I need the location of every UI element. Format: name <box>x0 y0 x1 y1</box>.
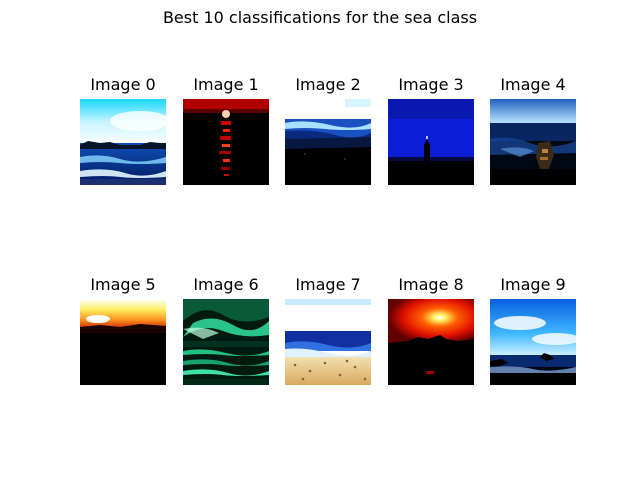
image-panel-6: Image 6 <box>183 275 269 387</box>
image-panel-1: Image 1 <box>183 75 269 187</box>
image-thumbnail <box>388 99 474 185</box>
image-thumbnail <box>183 299 269 385</box>
image-panel-3: Image 3 <box>388 75 474 187</box>
image-panel-8: Image 8 <box>388 275 474 387</box>
image-thumbnail <box>285 99 371 185</box>
image-title: Image 1 <box>193 75 259 94</box>
image-panel-7: Image 7 <box>285 275 371 387</box>
image-panel-9: Image 9 <box>490 275 576 387</box>
figure-title: Best 10 classifications for the sea clas… <box>162 8 478 27</box>
image-title: Image 9 <box>500 275 566 294</box>
image-title: Image 3 <box>398 75 464 94</box>
image-thumbnail <box>388 299 474 385</box>
image-title: Image 4 <box>500 75 566 94</box>
image-thumbnail <box>80 99 166 185</box>
image-panel-2: Image 2 <box>285 75 371 187</box>
image-thumbnail <box>80 299 166 385</box>
image-panel-0: Image 0 <box>80 75 166 187</box>
image-title: Image 8 <box>398 275 464 294</box>
image-title: Image 6 <box>193 275 259 294</box>
image-thumbnail <box>183 99 269 185</box>
image-thumbnail <box>490 299 576 385</box>
image-title: Image 5 <box>90 275 156 294</box>
image-title: Image 0 <box>90 75 156 94</box>
image-title: Image 7 <box>295 275 361 294</box>
image-thumbnail <box>285 299 371 385</box>
image-panel-4: Image 4 <box>490 75 576 187</box>
image-thumbnail <box>490 99 576 185</box>
image-panel-5: Image 5 <box>80 275 166 387</box>
image-title: Image 2 <box>295 75 361 94</box>
